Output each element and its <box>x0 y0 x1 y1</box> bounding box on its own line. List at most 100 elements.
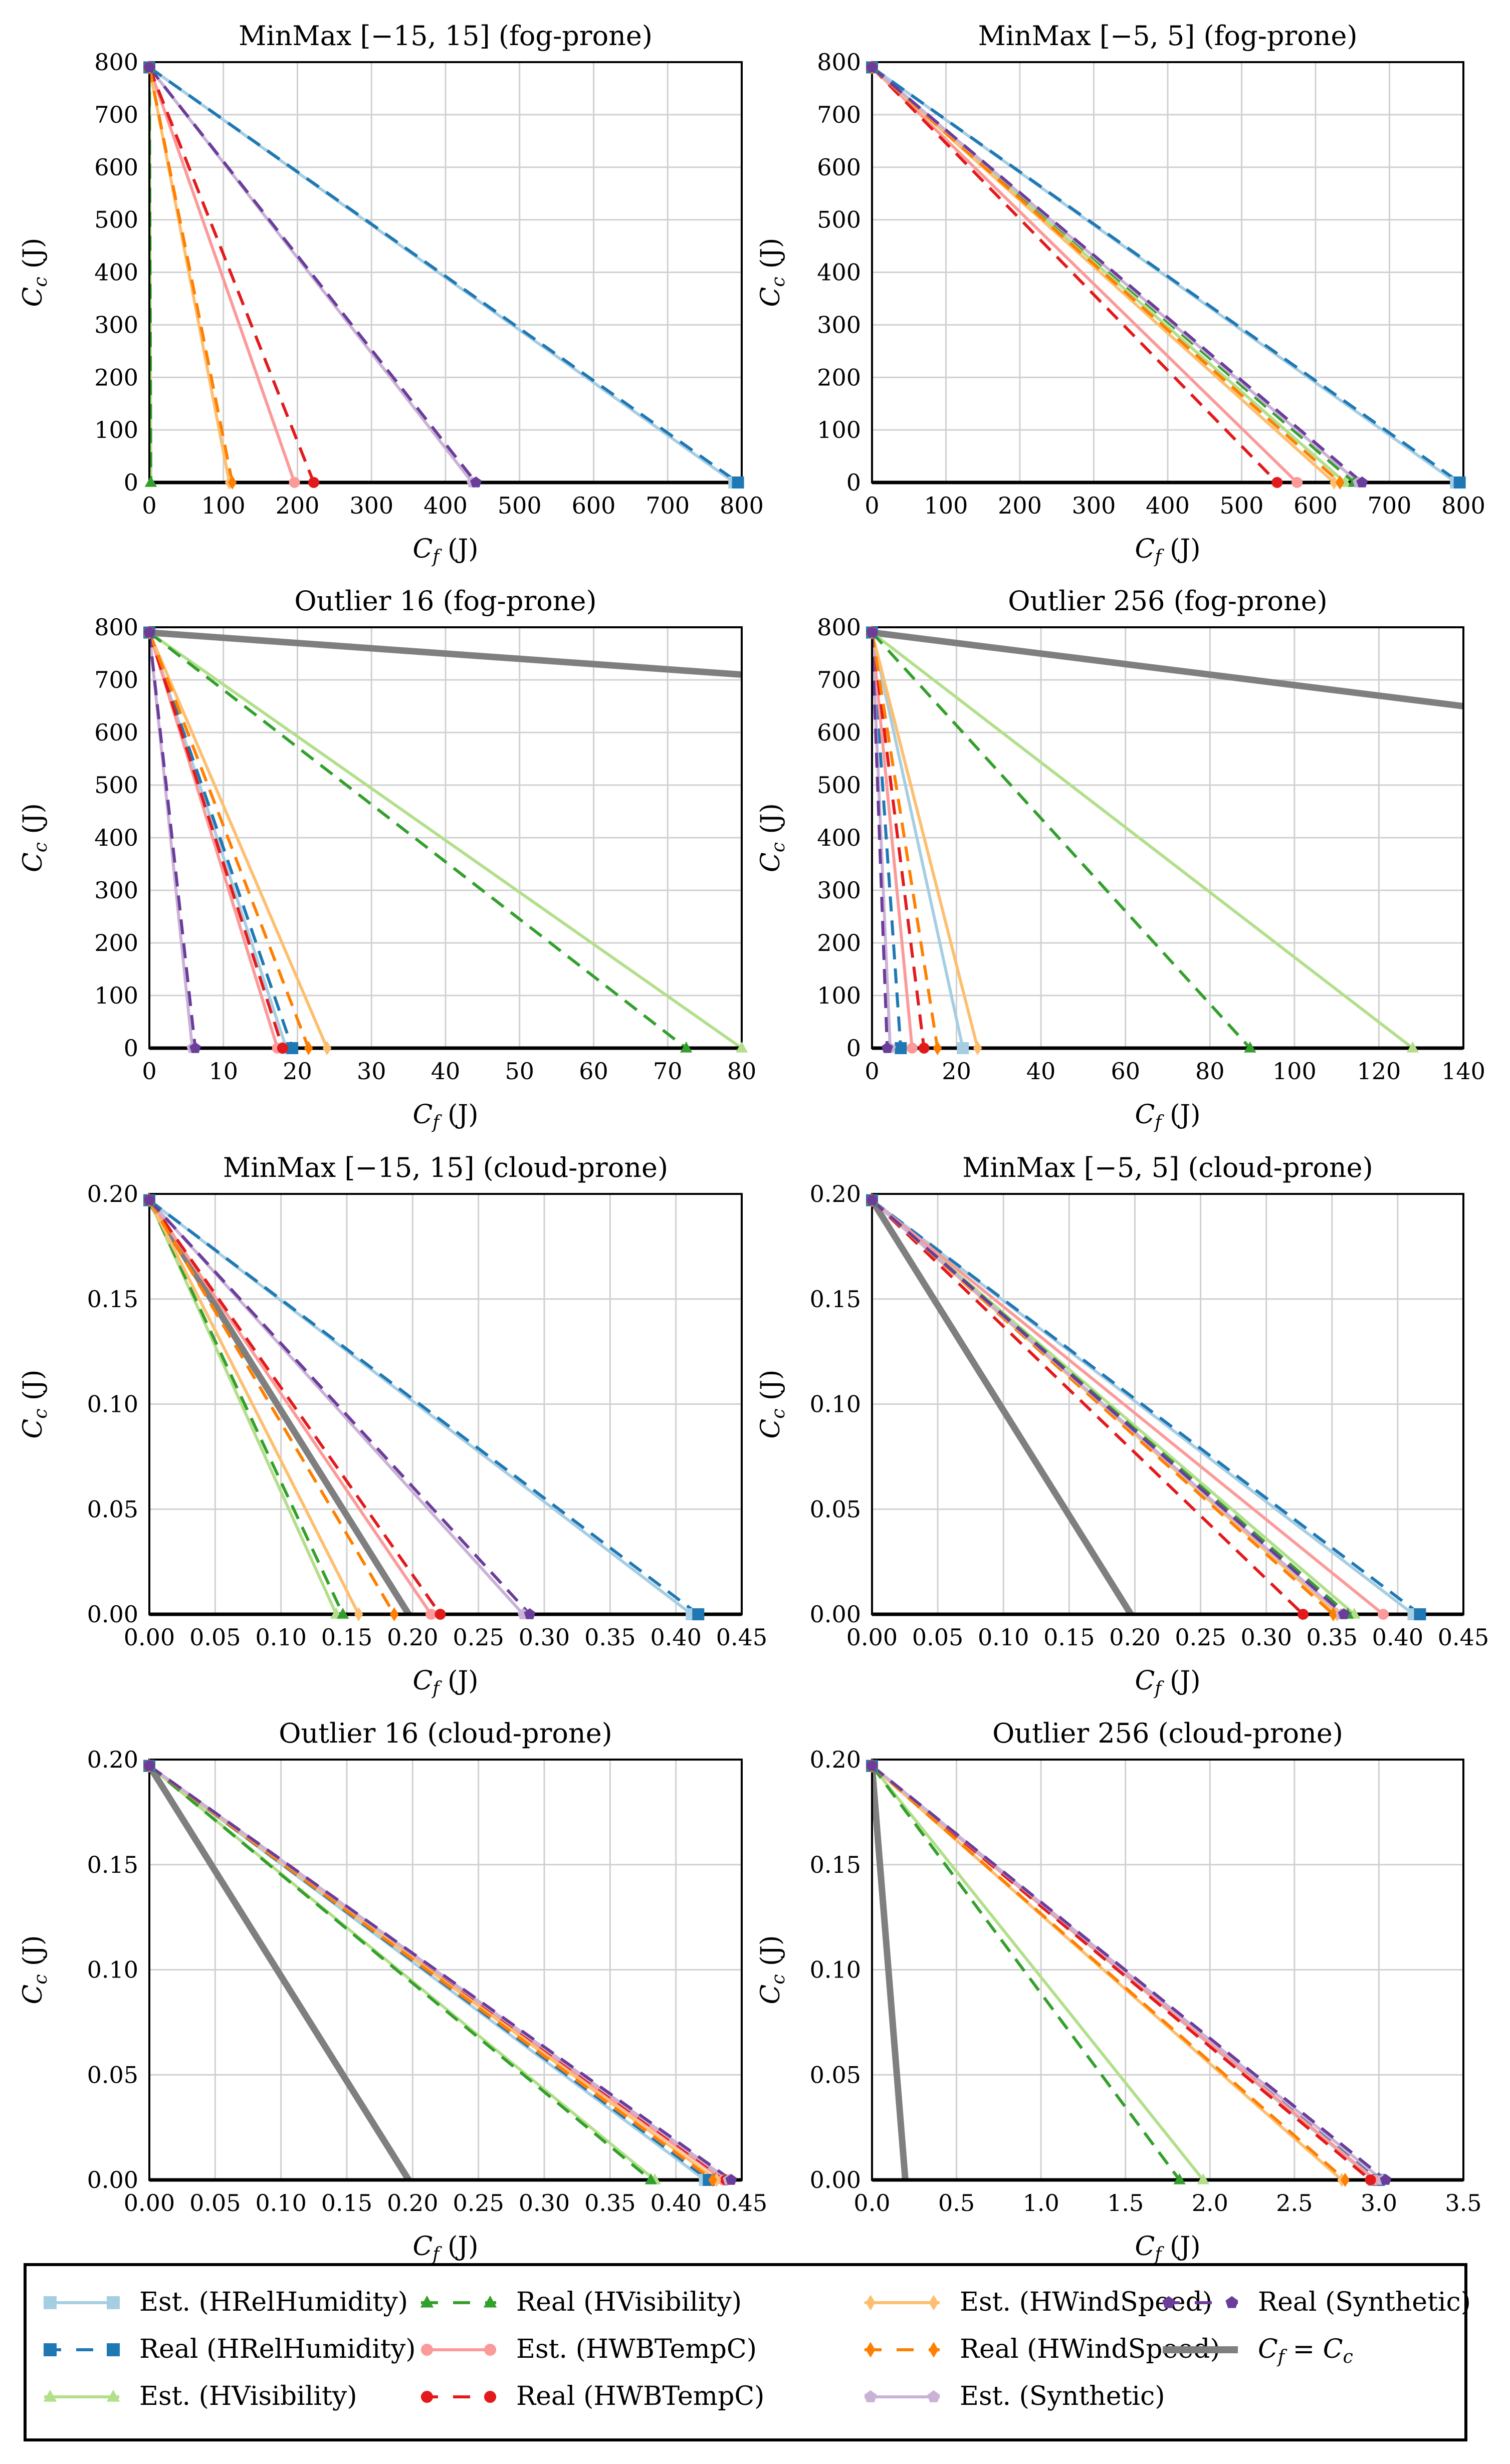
legend-label: Real (HVisibility) <box>516 2287 742 2317</box>
series-end-marker <box>389 1607 399 1622</box>
x-tick-label: 0.35 <box>584 1624 635 1651</box>
x-tick-label: 20 <box>283 1058 312 1085</box>
series-line <box>149 67 315 482</box>
series-end-marker <box>228 475 237 490</box>
legend-marker <box>864 2390 877 2402</box>
series-group <box>872 629 1463 1048</box>
x-tick-label: 0.10 <box>255 2189 306 2216</box>
chart-panel-6: MinMax [−5, 5] (cloud-prone) 0.00 0.05 0.10… <box>756 1152 1489 1699</box>
y-axis-label: Cc (J) <box>756 1935 789 2005</box>
y-tick-label: 0.00 <box>87 1601 138 1628</box>
x-tick-label: 0.40 <box>650 2189 701 2216</box>
x-tick-label: 0.45 <box>1438 1624 1489 1651</box>
y-tick-label: 300 <box>817 311 861 338</box>
series-line <box>872 1199 1415 1614</box>
y-tick-label: 700 <box>817 666 861 693</box>
series-end-marker <box>1453 476 1466 488</box>
series-end-marker <box>1338 1608 1350 1619</box>
x-tick-label: 0.30 <box>1240 1624 1291 1651</box>
diag-line <box>872 629 1463 710</box>
series-line <box>149 1199 360 1614</box>
legend-marker <box>106 2389 120 2402</box>
series-line <box>872 632 903 1048</box>
y-tick-label: 800 <box>817 614 861 641</box>
legend-marker <box>107 2296 120 2309</box>
x-tick-label: 1.5 <box>1107 2189 1144 2216</box>
diag-line <box>149 1764 411 2180</box>
series-line <box>872 66 1341 482</box>
y-tick-label: 0.10 <box>87 1956 138 1984</box>
series-line <box>149 1199 442 1614</box>
series-line <box>149 1765 652 2180</box>
series-start-marker <box>866 1194 878 1205</box>
series-line <box>872 1765 1387 2180</box>
y-tick-label: 0.15 <box>810 1851 861 1878</box>
legend-marker <box>483 2295 497 2308</box>
series-end-marker <box>933 1041 942 1056</box>
legend-item: Real (HRelHumidity) <box>44 2334 416 2364</box>
legend-marker <box>866 2342 876 2358</box>
legend-item: Est. (HRelHumidity) <box>44 2287 408 2317</box>
y-tick-label: 0 <box>846 1035 861 1062</box>
legend-marker <box>421 2391 433 2403</box>
chart-title: MinMax [−15, 15] (cloud-prone) <box>223 1152 668 1183</box>
series-line <box>872 1199 1421 1614</box>
y-tick-label: 0 <box>846 469 861 496</box>
y-tick-label: 0.20 <box>87 1180 138 1207</box>
y-tick-label: 800 <box>94 49 138 76</box>
y-tick-label: 600 <box>94 719 138 746</box>
x-tick-label: 60 <box>579 1058 608 1085</box>
series-end-marker <box>304 1041 313 1056</box>
series-line <box>149 1199 338 1614</box>
series-line <box>149 1199 396 1614</box>
series-end-marker <box>1291 477 1303 488</box>
chart-panel-3: Outlier 16 (fog-prone)0 10 20 30 40 50 60 70 800… <box>18 585 757 1133</box>
series-group <box>872 1765 1387 2180</box>
legend-label: Real (HRelHumidity) <box>139 2334 416 2364</box>
y-tick-label: 800 <box>817 49 861 76</box>
series-group <box>872 66 1461 482</box>
y-axis-label: Cc (J) <box>18 803 51 872</box>
y-tick-label: 700 <box>817 101 861 128</box>
series-line <box>149 632 194 1048</box>
series-end-marker <box>918 1043 930 1054</box>
series-line <box>872 631 1251 1048</box>
series-start-marker <box>143 626 155 638</box>
legend-item: Real (Synthetic) <box>1162 2287 1471 2317</box>
x-tick-label: 0.15 <box>1043 1624 1095 1651</box>
y-tick-label: 0 <box>124 1035 138 1062</box>
y-axis-label: Cc (J) <box>18 1370 51 1439</box>
x-tick-label: 2.0 <box>1192 2189 1228 2216</box>
y-tick-label: 0.15 <box>87 1286 138 1313</box>
x-tick-label: 100 <box>201 492 246 519</box>
y-tick-label: 400 <box>817 824 861 851</box>
chart-panel-5: MinMax [−15, 15] (cloud-prone) 0.00 0.05 0.… <box>18 1152 767 1699</box>
series-line <box>149 632 279 1048</box>
x-tick-label: 60 <box>1111 1058 1140 1085</box>
x-tick-label: 10 <box>208 1058 238 1085</box>
x-axis-label: Cf (J) <box>412 1666 478 1699</box>
series-line <box>872 632 892 1048</box>
series-line <box>149 631 742 1048</box>
series-end-marker <box>435 1609 446 1620</box>
series-end-marker <box>1298 1609 1309 1620</box>
y-tick-label: 600 <box>817 719 861 746</box>
series-line <box>149 632 197 1048</box>
series-end-marker <box>1414 1608 1426 1620</box>
y-tick-label: 200 <box>94 364 138 391</box>
x-tick-label: 1.0 <box>1023 2189 1059 2216</box>
series-line <box>149 67 296 482</box>
series-line <box>149 1199 525 1614</box>
x-tick-label: 80 <box>727 1058 757 1085</box>
x-tick-label: 0.10 <box>255 1624 306 1651</box>
x-tick-label: 200 <box>998 492 1042 519</box>
diag-line <box>149 1198 411 1614</box>
x-tick-label: 0 <box>865 492 879 519</box>
series-line <box>872 632 926 1048</box>
x-tick-label: 0.0 <box>853 2189 890 2216</box>
x-tick-label: 0.15 <box>321 2189 372 2216</box>
y-tick-label: 200 <box>94 929 138 956</box>
series-end-marker <box>289 477 300 488</box>
series-end-marker <box>1341 2172 1350 2187</box>
